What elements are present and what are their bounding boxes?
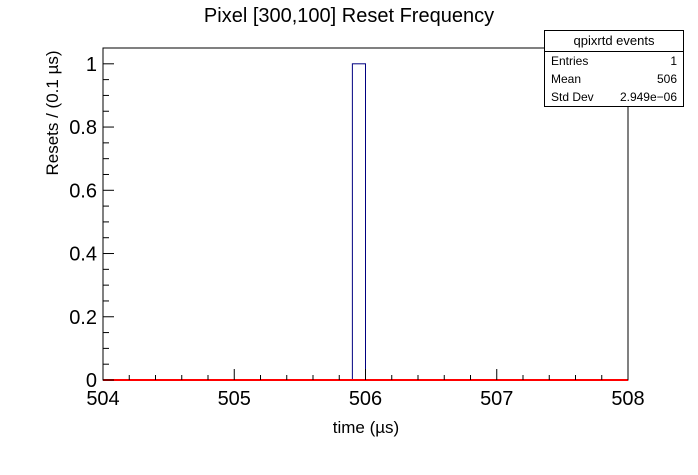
stats-box: qpixrtd events Entries 1 Mean 506 Std De… [544, 30, 684, 107]
stats-value-entries: 1 [670, 54, 677, 68]
histogram-bars [351, 63, 366, 381]
y-tick-label: 0.4 [69, 244, 97, 266]
y-tick-label: 0 [86, 370, 97, 392]
stats-label-mean: Mean [551, 72, 582, 86]
x-tick-label: 507 [480, 388, 513, 410]
y-tick-label: 0.8 [69, 117, 97, 139]
histogram-bin-0 [351, 63, 366, 381]
stats-row-mean: Mean 506 [545, 70, 683, 88]
stats-value-stddev: 2.949e−06 [619, 90, 677, 104]
y-tick-label: 0.6 [69, 180, 97, 202]
stats-title: qpixrtd events [545, 31, 683, 52]
y-tick-label: 1 [86, 54, 97, 76]
stats-row-stddev: Std Dev 2.949e−06 [545, 88, 683, 106]
x-tick-label: 504 [86, 388, 119, 410]
x-tick-label: 508 [611, 388, 644, 410]
stats-label-stddev: Std Dev [551, 90, 594, 104]
stats-row-entries: Entries 1 [545, 52, 683, 70]
y-axis-label: Resets / (0.1 µs) [43, 50, 62, 175]
y-tick-label: 0.2 [69, 307, 97, 329]
x-axis-label: time (µs) [333, 418, 399, 437]
x-tick-label: 505 [218, 388, 251, 410]
stats-label-entries: Entries [551, 54, 589, 68]
stats-value-mean: 506 [656, 72, 677, 86]
x-tick-label: 506 [349, 388, 382, 410]
chart-title: Pixel [300,100] Reset Frequency [204, 5, 494, 27]
axes: 504 505 506 507 508 0 0.2 0.4 0.6 0.8 1 [69, 47, 645, 410]
